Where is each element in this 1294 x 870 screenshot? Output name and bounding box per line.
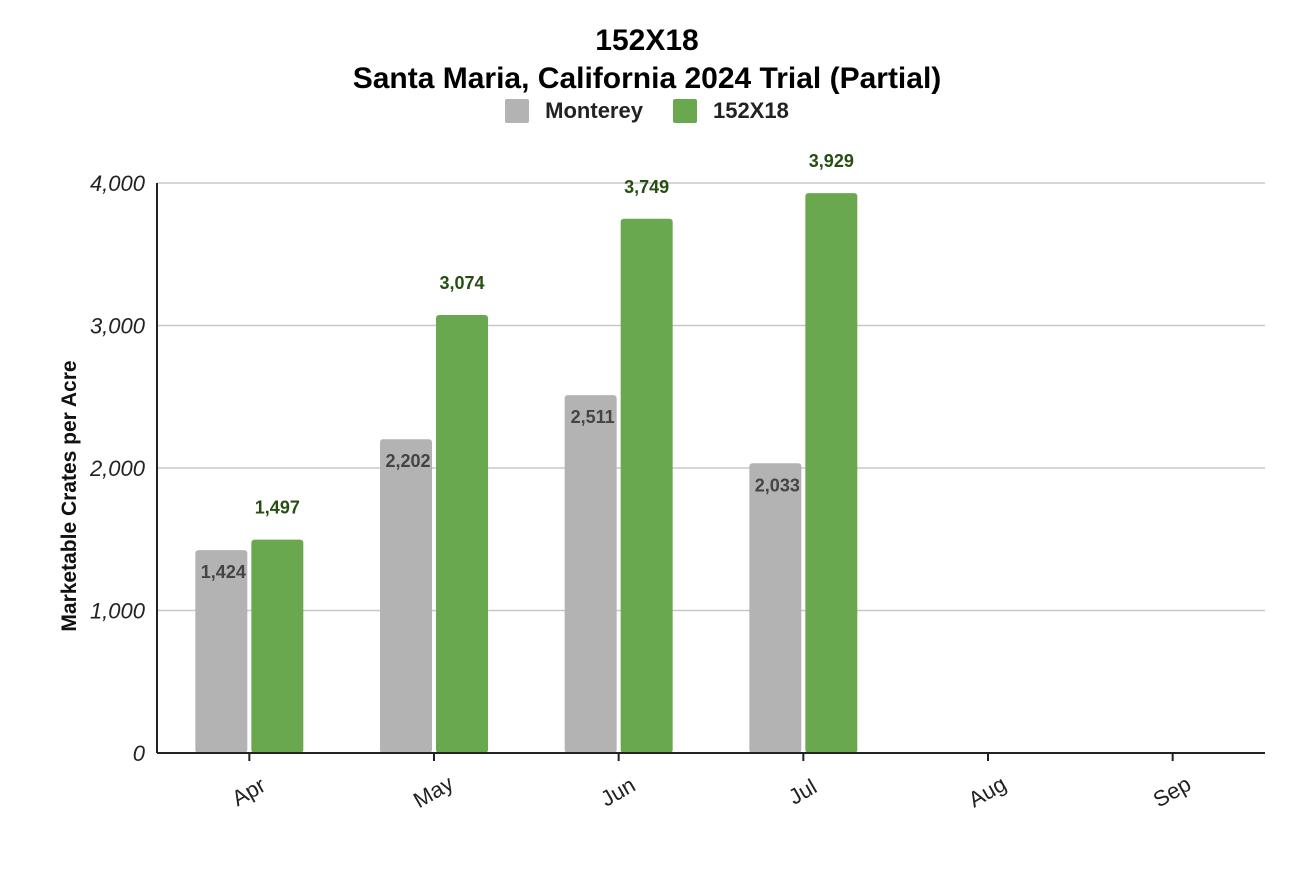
data-label: 3,749 xyxy=(624,177,669,197)
y-tick-label: 1,000 xyxy=(90,599,146,624)
data-label: 3,929 xyxy=(809,151,854,171)
y-tick-label: 4,000 xyxy=(90,171,146,196)
x-tick-label: Sep xyxy=(1149,771,1195,812)
bar-152x18 xyxy=(805,193,858,753)
data-label: 3,074 xyxy=(439,273,484,293)
legend: Monterey 152X18 xyxy=(0,98,1294,124)
x-tick-label: Apr xyxy=(228,772,270,811)
chart-title: 152X18 xyxy=(595,24,699,57)
data-label: 2,511 xyxy=(571,407,615,427)
bar-152x18 xyxy=(620,218,673,753)
chart-subtitle: Santa Maria, California 2024 Trial (Part… xyxy=(352,62,942,95)
legend-label-monterey: Monterey xyxy=(545,98,643,123)
x-tick-label: Aug xyxy=(964,771,1010,812)
legend-label-152x18: 152X18 xyxy=(712,98,789,123)
legend-item-monterey: Monterey xyxy=(505,98,643,124)
x-tick-label: Jul xyxy=(784,774,821,810)
data-label: 2,033 xyxy=(755,475,800,495)
legend-swatch-monterey xyxy=(505,99,530,123)
data-label: 1,424 xyxy=(201,562,246,582)
y-tick-label: 3,000 xyxy=(90,314,146,339)
x-tick-label: May xyxy=(409,770,457,812)
bar-152x18 xyxy=(436,314,488,753)
bar-monterey xyxy=(195,550,248,753)
bar-monterey xyxy=(564,395,617,753)
y-axis-label: Marketable Crates per Acre xyxy=(58,360,81,631)
bar-152x18 xyxy=(251,539,304,753)
data-label: 1,497 xyxy=(255,498,300,518)
x-tick-label: Jun xyxy=(596,772,639,811)
legend-item-152x18: 152X18 xyxy=(672,98,789,124)
legend-swatch-152x18 xyxy=(672,99,697,123)
y-tick-label: 0 xyxy=(133,741,146,766)
data-label: 2,202 xyxy=(385,451,430,471)
bar-monterey xyxy=(749,463,802,753)
y-tick-label: 2,000 xyxy=(89,456,146,481)
bar-monterey xyxy=(380,439,432,753)
